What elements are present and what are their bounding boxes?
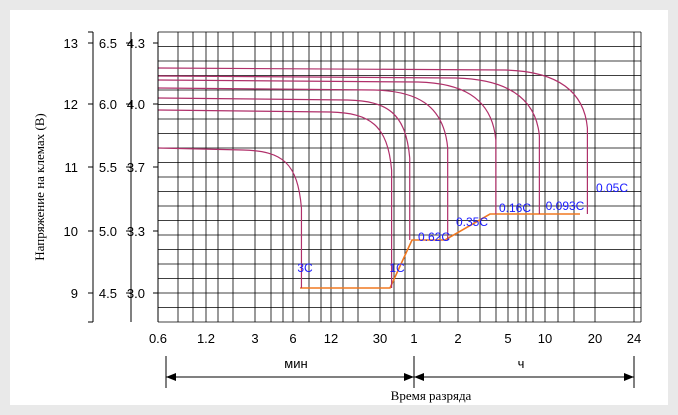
series-label: 3C [297,261,313,275]
y-tick-label: 3.3 [127,224,145,239]
curve-0.05C [157,67,588,214]
x-tick-label: 2 [454,331,461,346]
axes-group: 9101112134.55.05.56.06.53.03.33.74.04.30… [64,31,641,388]
y-tick-label: 6.0 [99,97,117,112]
x-tick-label: 0.6 [149,331,167,346]
x-tick-label: 24 [627,331,641,346]
x-tick-label: 10 [538,331,552,346]
series-label: 0.62C [418,230,450,244]
x-tick-label: 5 [504,331,511,346]
y-axis-title: Напряжение на клемах (В) [32,113,47,260]
curve-1C [157,109,393,288]
curve-0.35C [157,87,449,240]
arrow-right-start [414,373,424,381]
curve-0.093C [157,75,540,214]
x-group-label: мин [284,356,307,371]
curve-0.62C [157,97,411,240]
y-tick-label: 4.5 [99,286,117,301]
series-label: 0.16C [499,201,531,215]
y-tick-label: 9 [71,286,78,301]
x-tick-label: 3 [251,331,258,346]
curves-group [157,67,588,288]
x-group-label: ч [518,356,525,371]
x-tick-label: 30 [373,331,387,346]
grid [157,31,642,323]
curve-0.16C [157,79,497,214]
y-tick-label: 4.3 [127,36,145,51]
x-tick-label: 20 [588,331,602,346]
series-label: 1C [389,261,405,275]
curve-3C [157,147,303,288]
cutoff-line [300,213,580,289]
arrow-left-start [166,373,176,381]
y-tick-label: 6.5 [99,36,117,51]
x-tick-label: 6 [289,331,296,346]
y-tick-label: 4.0 [127,97,145,112]
arrow-right-end [624,373,634,381]
series-label: 0.35C [456,215,488,229]
series-label: 0.093C [546,199,585,213]
y-tick-label: 13 [64,36,78,51]
x-tick-label: 1 [410,331,417,346]
y-tick-label: 12 [64,97,78,112]
y-tick-label: 3.7 [127,160,145,175]
x-tick-label: 12 [324,331,338,346]
y-tick-label: 5.5 [99,160,117,175]
y-tick-label: 5.0 [99,224,117,239]
cutoff-line-group [300,213,580,289]
series-label: 0.05C [596,181,628,195]
y-tick-label: 10 [64,224,78,239]
y-tick-label: 3.0 [127,286,145,301]
y-tick-label: 11 [65,160,79,175]
series-labels-group: 3C 1C 0.62C 0.35C 0.16C 0.093C 0.05C [297,181,628,275]
x-tick-label: 1.2 [197,331,215,346]
arrow-left-end [404,373,414,381]
x-axis-title: Время разряда [391,388,472,403]
